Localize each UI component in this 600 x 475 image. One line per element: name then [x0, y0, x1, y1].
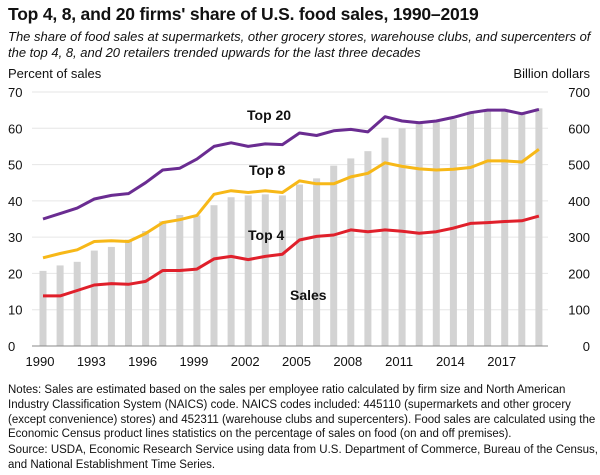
- bar-sales: [518, 111, 526, 346]
- bar-sales: [261, 194, 269, 346]
- x-tick: 2011: [385, 354, 413, 369]
- y-tick-right: 400: [568, 194, 590, 209]
- y-tick-left: 70: [8, 85, 22, 100]
- y-tick-right: 0: [583, 339, 590, 354]
- bar-sales: [278, 195, 286, 346]
- y-axis-left-label: Percent of sales: [8, 66, 102, 81]
- bar-sales: [159, 221, 167, 346]
- y-tick-right: 600: [568, 121, 590, 136]
- bar-sales: [398, 128, 406, 346]
- chart: 0 0 10 100 20 200 30 300 40 400 50 500 60 600 70 700 199…: [8, 85, 590, 369]
- bar-sales: [296, 184, 303, 346]
- y-tick-left: 60: [8, 121, 22, 136]
- x-tick: 2017: [487, 354, 516, 369]
- y-tick-left: 40: [8, 194, 22, 209]
- bar-sales: [535, 108, 543, 346]
- notes: Notes: Sales are estimated based on the …: [8, 384, 596, 441]
- series-label-sales: Sales: [290, 287, 327, 303]
- y-tick-right: 500: [568, 158, 590, 173]
- y-tick-right: 300: [568, 230, 590, 245]
- line-top-4: [43, 214, 540, 298]
- bar-sales: [449, 119, 457, 346]
- bar-sales: [330, 165, 338, 346]
- y-tick-left: 30: [8, 230, 22, 245]
- bar-sales: [244, 195, 252, 346]
- x-tick: 1999: [179, 354, 208, 369]
- series-label-top-20: Top 20: [247, 107, 291, 123]
- x-tick: 2008: [333, 354, 362, 369]
- bar-sales: [56, 265, 64, 346]
- line-top-8: [42, 148, 540, 260]
- bar-sales: [484, 110, 492, 347]
- line-top-20: [42, 107, 540, 221]
- x-tick: 2005: [282, 354, 311, 369]
- bar-sales: [364, 151, 372, 346]
- series-label-top-4: Top 4: [248, 227, 285, 243]
- bar-sales: [125, 239, 132, 346]
- y-tick-left: 0: [8, 339, 15, 354]
- chart-title: Top 4, 8, and 20 firms' share of U.S. fo…: [8, 4, 479, 24]
- y-axis-right-label: Billion dollars: [513, 66, 590, 81]
- x-tick: 2014: [436, 354, 465, 369]
- y-tick-left: 10: [8, 303, 22, 318]
- bar-sales: [381, 137, 389, 346]
- bar-sales: [227, 197, 235, 346]
- source: Source: USDA, Economic Research Service …: [8, 444, 598, 471]
- bar-sales: [90, 250, 98, 346]
- bar-sales: [107, 246, 115, 346]
- y-tick-right: 700: [568, 85, 590, 100]
- y-tick-right: 200: [568, 266, 590, 281]
- bar-sales: [193, 215, 201, 346]
- x-tick: 1990: [26, 354, 55, 369]
- bar-sales: [142, 230, 150, 346]
- x-tick: 2002: [231, 354, 260, 369]
- bar-sales: [432, 122, 440, 346]
- bar-sales: [347, 158, 355, 346]
- bar-sales: [467, 111, 474, 346]
- series-label-top-8: Top 8: [249, 162, 286, 178]
- x-tick: 1996: [128, 354, 157, 369]
- bar-sales: [501, 110, 509, 347]
- y-tick-left: 50: [8, 158, 22, 173]
- bar-sales: [415, 123, 423, 346]
- bar-sales: [176, 215, 184, 346]
- chart-subtitle: The share of food sales at supermarkets,…: [8, 29, 591, 60]
- x-tick: 1993: [77, 354, 106, 369]
- bar-sales: [210, 205, 218, 346]
- y-tick-left: 20: [8, 266, 22, 281]
- bar-sales: [313, 178, 321, 346]
- bar-sales: [39, 270, 47, 346]
- y-tick-right: 100: [568, 303, 590, 318]
- bar-sales: [73, 261, 81, 346]
